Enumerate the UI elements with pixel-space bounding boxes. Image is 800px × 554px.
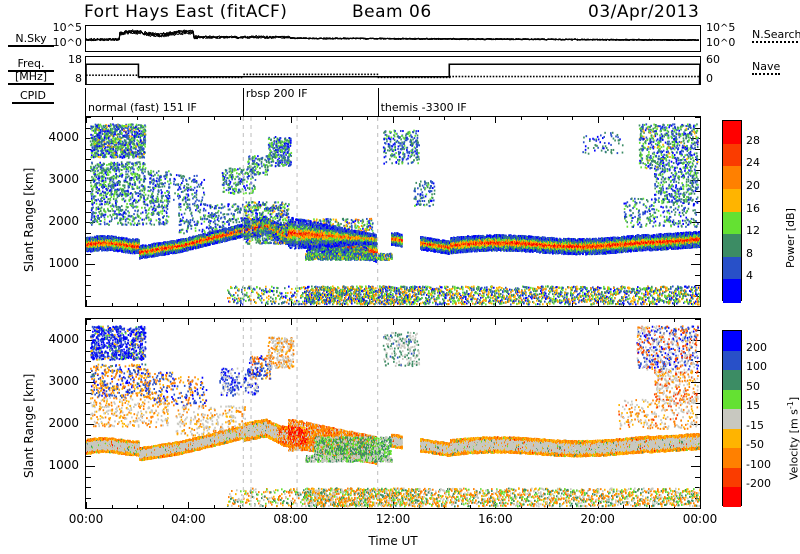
x-tick-label: 08:00 bbox=[273, 512, 308, 526]
velocity-colorbar bbox=[722, 330, 742, 508]
colorbar-tick-label: 100 bbox=[746, 360, 767, 374]
colorbar-tick-label: 20 bbox=[746, 178, 760, 192]
power-colorbar-ticks: 28 24 20 16 12 8 4 bbox=[744, 110, 778, 310]
x-major-tick bbox=[700, 318, 701, 325]
date-label: 03/Apr/2013 bbox=[588, 2, 700, 22]
cpid-divider bbox=[377, 88, 379, 116]
nsearch-tick-top: 10^5 bbox=[706, 21, 736, 34]
power-colorbar-title: Power [dB] bbox=[784, 208, 797, 268]
power-heatmap bbox=[86, 117, 700, 306]
velocity-heatmap bbox=[86, 319, 700, 508]
colorbar-tick-label: 12 bbox=[746, 224, 760, 238]
x-tick-label: 16:00 bbox=[478, 512, 513, 526]
colorbar-segment bbox=[723, 121, 741, 145]
cpid-label: CPID bbox=[12, 89, 54, 104]
y-minor-tick bbox=[85, 306, 91, 307]
freq-tick-bottom: 8 bbox=[75, 72, 82, 85]
colorbar-tick-label: 200 bbox=[746, 340, 767, 354]
x-tick-label: 00:00 bbox=[682, 512, 718, 526]
x-tick-label: 20:00 bbox=[580, 512, 615, 526]
colorbar-tick-label: 4 bbox=[746, 269, 753, 283]
x-axis-ticks: 00:00 04:00 08:00 12:00 16:00 20:00 00:00 bbox=[0, 512, 800, 530]
y-tick-label: 1000 bbox=[48, 256, 79, 270]
cpid-entry-label: themis -3300 IF bbox=[380, 101, 467, 114]
velocity-colorbar-title: Velocity [m s-1] bbox=[786, 396, 800, 480]
y-minor-tick bbox=[695, 306, 701, 307]
y-tick-label: 4000 bbox=[48, 332, 79, 346]
y-tick-label: 2000 bbox=[48, 416, 79, 430]
colorbar-segment bbox=[723, 467, 741, 488]
cpid-divider bbox=[242, 88, 244, 116]
y-minor-tick bbox=[695, 508, 701, 509]
colorbar-tick-label: 28 bbox=[746, 133, 760, 147]
colorbar-segment bbox=[723, 256, 741, 280]
colorbar-segment bbox=[723, 234, 741, 258]
colorbar-segment bbox=[723, 331, 741, 352]
colorbar-segment bbox=[723, 279, 741, 303]
colorbar-segment bbox=[723, 389, 741, 410]
colorbar-segment bbox=[723, 370, 741, 391]
colorbar-tick-label: -15 bbox=[746, 418, 764, 432]
colorbar-segment bbox=[723, 143, 741, 167]
nsky-tick-top: 10^5 bbox=[52, 21, 82, 34]
x-major-tick bbox=[700, 116, 701, 123]
x-major-tick bbox=[700, 300, 701, 307]
nsearch-tick-bottom: 10^0 bbox=[706, 36, 736, 49]
x-major-tick bbox=[700, 502, 701, 509]
y-tick-label: 2000 bbox=[48, 214, 79, 228]
colorbar-segment bbox=[723, 487, 741, 508]
colorbar-segment bbox=[723, 350, 741, 371]
colorbar-tick-label: 15 bbox=[746, 399, 760, 413]
cpid-panel: normal (fast) 151 IF rbsp 200 IF themis -3… bbox=[85, 87, 701, 116]
colorbar-tick-label: -50 bbox=[746, 438, 764, 452]
beam-label: Beam 06 bbox=[352, 2, 432, 22]
y-tick-label: 4000 bbox=[48, 130, 79, 144]
freq-label-line2: [MHz] bbox=[8, 70, 54, 85]
noise-panel-frame bbox=[85, 25, 701, 52]
y-minor-tick bbox=[85, 508, 91, 509]
cpid-entry-label: rbsp 200 IF bbox=[245, 87, 308, 100]
x-tick-label: 12:00 bbox=[375, 512, 411, 526]
colorbar-tick-label: 50 bbox=[746, 379, 760, 393]
x-tick-label: 00:00 bbox=[68, 512, 104, 526]
nsky-noise-trace bbox=[86, 26, 700, 51]
cpid-divider bbox=[85, 88, 86, 116]
colorbar-tick-label: -200 bbox=[746, 477, 771, 491]
nave-label: Nave bbox=[752, 60, 781, 75]
colorbar-segment bbox=[723, 448, 741, 469]
colorbar-segment bbox=[723, 428, 741, 449]
colorbar-tick-label: 24 bbox=[746, 156, 760, 170]
power-colorbar bbox=[722, 120, 742, 303]
freq-nave-trace bbox=[86, 57, 700, 84]
freq-panel-frame bbox=[85, 56, 701, 85]
colorbar-segment bbox=[723, 166, 741, 190]
nsky-label: N.Sky bbox=[8, 32, 54, 47]
nsearch-label: N.Search bbox=[752, 28, 800, 43]
colorbar-tick-label: 16 bbox=[746, 201, 760, 215]
page-title: Fort Hays East (fitACF) bbox=[84, 2, 288, 22]
y-tick-label: 1000 bbox=[48, 458, 79, 472]
velocity-colorbar-ticks: 200 100 50 15 -15 -50 -100 -200 bbox=[744, 322, 780, 517]
nsky-tick-bottom: 10^0 bbox=[52, 36, 82, 49]
nave-tick-top: 60 bbox=[706, 53, 720, 66]
cpid-entry-label: normal (fast) 151 IF bbox=[88, 101, 197, 114]
y-tick-label: 3000 bbox=[48, 172, 79, 186]
nave-tick-bottom: 0 bbox=[706, 72, 713, 85]
colorbar-tick-label: 8 bbox=[746, 246, 753, 260]
colorbar-segment bbox=[723, 188, 741, 212]
colorbar-tick-label: -100 bbox=[746, 457, 771, 471]
y-tick-label: 3000 bbox=[48, 374, 79, 388]
freq-tick-top: 18 bbox=[68, 53, 82, 66]
colorbar-segment bbox=[723, 409, 741, 430]
x-tick-label: 04:00 bbox=[171, 512, 206, 526]
freq-label-line1: Freq. bbox=[8, 57, 54, 72]
colorbar-segment bbox=[723, 211, 741, 235]
x-axis-label: Time UT bbox=[368, 534, 418, 548]
